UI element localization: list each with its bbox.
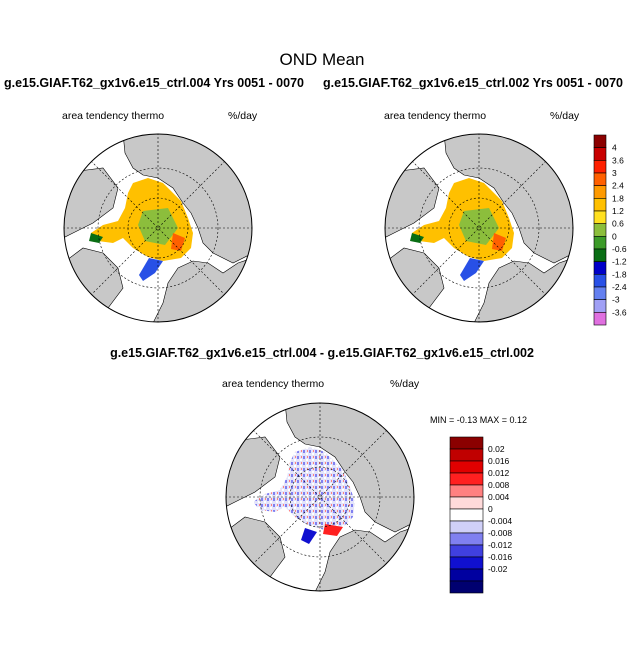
panel-3-minmax: MIN = -0.13 MAX = 0.12 (430, 415, 528, 425)
colorbar-diff-swatch (449, 580, 484, 594)
colorbar-diff-swatch (449, 484, 484, 498)
colorbar-top-tick-label: -1.2 (612, 257, 627, 267)
ice-edge-high (171, 233, 185, 251)
colorbar-top-swatch (593, 172, 607, 186)
diff-field (253, 447, 355, 530)
colorbar-diff-swatch (449, 472, 484, 486)
colorbar-diff-tick-label: -0.02 (488, 564, 508, 574)
colorbar-top-swatch (593, 185, 607, 199)
panel-1-case-label: g.e15.GIAF.T62_gx1v6.e15_ctrl.004 Yrs 00… (4, 76, 304, 90)
colorbar-top-tick-label: -3.6 (612, 307, 627, 317)
colorbar-top-swatch (593, 299, 607, 313)
ice-edge-neg (460, 258, 484, 281)
ice-edge-green (89, 233, 103, 243)
colorbar-top-swatch (593, 248, 607, 262)
colorbar-top-tick-label: 0 (612, 231, 617, 241)
colorbar-diff-swatch (449, 496, 484, 510)
panel-3-variable: area tendency thermo (222, 378, 325, 390)
colorbar-diff-tick-label: -0.016 (488, 552, 512, 562)
colorbar-top-swatch (593, 312, 607, 326)
colorbar-diff-tick-label: 0.012 (488, 468, 510, 478)
colorbar-top-tick-label: -2.4 (612, 282, 627, 292)
colorbar-top-tick-label: 1.8 (612, 193, 624, 203)
panel-2-units: %/day (550, 110, 580, 122)
colorbar-diff-tick-label: -0.004 (488, 516, 512, 526)
colorbar-top-swatch (593, 274, 607, 288)
colorbar-diff-swatch (449, 460, 484, 474)
ice-edge-high (492, 233, 506, 251)
panel-2-case-label: g.e15.GIAF.T62_gx1v6.e15_ctrl.002 Yrs 00… (323, 76, 623, 90)
colorbar-diff-tick-label: 0.008 (488, 480, 510, 490)
colorbar-top-tick-label: -1.8 (612, 269, 627, 279)
colorbar-diff-tick-label: 0.016 (488, 456, 510, 466)
colorbar-diff-swatch (449, 436, 484, 450)
polar-map-diff (225, 402, 415, 592)
diff-negative-edge (301, 528, 317, 544)
colorbar-diff-tick-label: -0.012 (488, 540, 512, 550)
ice-edge-green (410, 233, 424, 243)
colorbar-top-tick-label: 4 (612, 143, 617, 153)
panel-1-variable: area tendency thermo (62, 110, 165, 122)
panel-3-case-label: g.e15.GIAF.T62_gx1v6.e15_ctrl.004 - g.e1… (110, 346, 534, 360)
colorbar-top-swatch (593, 261, 607, 275)
colorbar-top-tick-label: -3 (612, 295, 620, 305)
colorbar-diff-swatch (449, 448, 484, 462)
colorbar-diff-tick-label: 0.004 (488, 492, 510, 502)
colorbar-top: 4 3.6 3 2.4 1.8 1.2 0.6 0 -0.6 -1.2 -1.8 -2.4 -3 -3.6 (593, 134, 627, 326)
colorbar-top-tick-label: 3.6 (612, 155, 624, 165)
colorbar-diff-swatch (449, 508, 484, 522)
colorbar-top-swatch (593, 236, 607, 250)
polar-map-1 (63, 133, 253, 323)
colorbar-diff-tick-label: -0.008 (488, 528, 512, 538)
colorbar-top-swatch (593, 134, 607, 148)
page-title: OND Mean (279, 50, 365, 69)
colorbar-top-tick-label: -0.6 (612, 244, 627, 254)
colorbar-diff-swatch (449, 544, 484, 558)
colorbar-top-tick-label: 0.6 (612, 219, 624, 229)
panel-1-units: %/day (228, 110, 258, 122)
panel-3-units: %/day (390, 378, 420, 390)
colorbar-top-swatch (593, 147, 607, 161)
polar-map-2 (384, 133, 574, 323)
colorbar-diff-swatch (449, 532, 484, 546)
diff-positive-edge (323, 524, 343, 536)
colorbar-top-swatch (593, 286, 607, 300)
colorbar-top-swatch (593, 198, 607, 212)
colorbar-diff-swatch (449, 556, 484, 570)
colorbar-diff-tick-label: 0.02 (488, 444, 505, 454)
colorbar-top-swatch (593, 223, 607, 237)
colorbar-top-tick-label: 2.4 (612, 181, 624, 191)
colorbar-top-swatch (593, 210, 607, 224)
colorbar-diff-swatch (449, 568, 484, 582)
colorbar-top-tick-label: 1.2 (612, 206, 624, 216)
colorbar-top-swatch (593, 160, 607, 174)
panel-2-variable: area tendency thermo (384, 110, 487, 122)
ice-edge-neg (139, 258, 163, 281)
colorbar-diff-swatch (449, 520, 484, 534)
colorbar-diff: 0.02 0.016 0.012 0.008 0.004 0 -0.004 -0.008 -0.… (449, 436, 512, 594)
colorbar-top-tick-label: 3 (612, 168, 617, 178)
colorbar-diff-tick-label: 0 (488, 504, 493, 514)
